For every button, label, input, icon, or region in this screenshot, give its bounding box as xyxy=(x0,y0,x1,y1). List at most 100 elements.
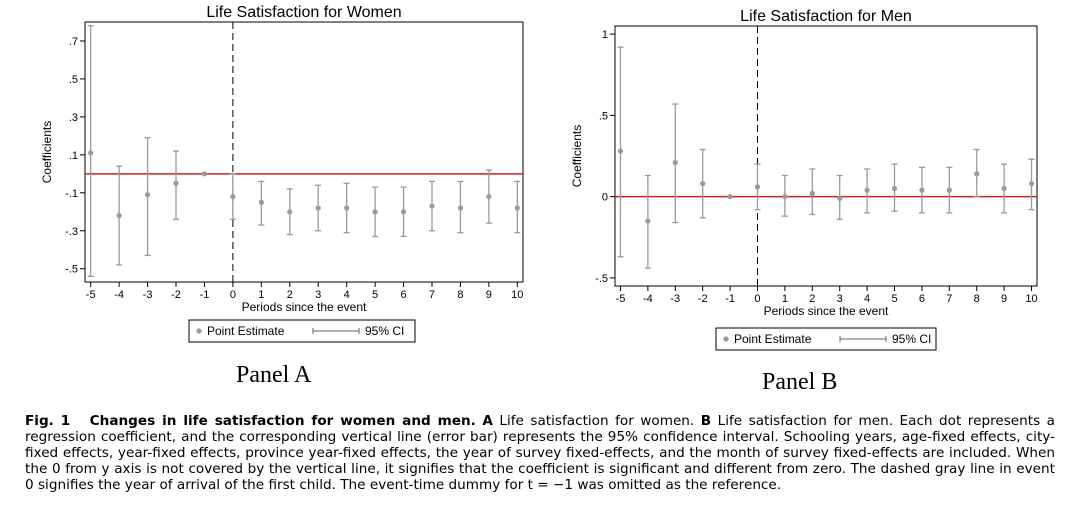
point-estimate xyxy=(429,203,435,209)
x-tick-label: -2 xyxy=(171,289,181,301)
x-tick-label: 3 xyxy=(315,289,321,301)
y-axis-label: Coefficients xyxy=(570,125,584,187)
x-tick-label: 7 xyxy=(946,293,952,305)
point-estimate xyxy=(230,193,236,200)
legend-ci-label: 95% CI xyxy=(892,332,931,346)
panel-a-chart: Life Satisfaction for Women .7 .5 .3 .1 -.1 -.… xyxy=(0,0,533,400)
y-tick-label: .3 xyxy=(69,112,78,124)
x-tick-label: 10 xyxy=(1025,293,1037,305)
figure-caption: Fig. 1 Changes in life satisfaction for … xyxy=(25,413,1055,493)
x-tick-label: 6 xyxy=(400,289,406,301)
point-estimate xyxy=(727,194,733,200)
legend-point-marker xyxy=(723,336,729,342)
x-tick-label: 1 xyxy=(782,293,788,305)
part-b-label: B xyxy=(700,413,712,429)
x-tick-label: -3 xyxy=(143,289,153,301)
plot-frame xyxy=(84,21,524,283)
part-a-text: Life satisfaction for women. xyxy=(499,413,695,429)
x-tick-label: -1 xyxy=(725,293,735,305)
x-tick-label: 0 xyxy=(230,289,236,301)
x-tick-label: 0 xyxy=(754,293,760,305)
figure-title: Changes in life satisfaction for women a… xyxy=(89,413,476,429)
point-estimate xyxy=(809,190,815,196)
point-estimate xyxy=(372,209,378,215)
x-tick-label: 5 xyxy=(891,293,897,305)
point-estimate xyxy=(974,171,980,177)
x-tick-label: -4 xyxy=(643,293,653,305)
point-estimate xyxy=(116,212,122,219)
x-tick-label: -4 xyxy=(114,289,124,301)
x-tick-label: 6 xyxy=(919,293,925,305)
part-b-text: Life satisfaction for men. Each dot repr… xyxy=(25,413,1056,493)
legend-point-marker xyxy=(196,328,202,334)
x-tick-label: -5 xyxy=(86,289,96,301)
x-tick-label: 8 xyxy=(974,293,980,305)
y-tick-label: -.5 xyxy=(65,264,78,276)
x-tick-label: 9 xyxy=(486,289,492,301)
x-axis-label: Periods since the event xyxy=(764,304,889,318)
y-tick-label: -.1 xyxy=(65,188,78,200)
point-estimate xyxy=(457,205,464,211)
x-tick-label: 9 xyxy=(1001,293,1007,305)
x-tick-label: 2 xyxy=(809,293,815,305)
panel-a-caption: Panel A xyxy=(236,362,312,388)
point-estimate xyxy=(946,187,952,193)
x-tick-label: 4 xyxy=(344,289,350,301)
point-estimate xyxy=(891,185,898,192)
y-tick-label: .7 xyxy=(69,36,78,48)
legend-ci-label: 95% CI xyxy=(365,324,404,338)
panel-b-chart: Life Satisfaction for Men 1 .5 0 -.5 -5 -4 -3 -2… xyxy=(533,0,1066,405)
figure-label: Fig. 1 xyxy=(25,413,71,429)
point-estimate xyxy=(837,195,843,201)
legend-box xyxy=(188,319,416,343)
x-axis-label: Periods since the event xyxy=(242,300,367,314)
y-tick-label: .5 xyxy=(599,110,608,122)
point-estimate xyxy=(486,193,492,200)
point-estimate xyxy=(919,187,925,193)
x-tick-label: 4 xyxy=(864,293,870,305)
y-tick-label: .1 xyxy=(69,150,78,162)
point-estimate xyxy=(782,194,788,200)
point-estimate xyxy=(700,181,706,187)
x-tick-label: 8 xyxy=(457,289,463,301)
y-tick-label: .5 xyxy=(69,74,78,86)
y-tick-label: -.5 xyxy=(595,273,608,285)
point-estimate xyxy=(287,209,293,215)
point-estimate xyxy=(514,205,520,211)
point-estimate xyxy=(1001,185,1007,192)
panel-b-caption: Panel B xyxy=(762,369,838,395)
x-tick-label: 7 xyxy=(429,289,435,301)
legend-box xyxy=(715,327,937,351)
point-estimate xyxy=(400,209,407,215)
point-estimate xyxy=(672,159,678,166)
point-estimate xyxy=(144,192,151,198)
legend-point-label: Point Estimate xyxy=(207,324,285,338)
point-estimate xyxy=(201,171,208,177)
x-tick-label: -1 xyxy=(200,289,210,301)
y-tick-label: -.3 xyxy=(65,226,78,238)
x-tick-label: -5 xyxy=(616,293,626,305)
point-estimate xyxy=(344,205,350,211)
point-estimate xyxy=(315,205,321,211)
y-tick-label: 0 xyxy=(602,192,608,204)
plot-frame xyxy=(614,25,1038,287)
point-estimate xyxy=(617,148,624,154)
legend-point-label: Point Estimate xyxy=(734,332,812,346)
y-tick-label: 1 xyxy=(602,29,608,41)
point-estimate xyxy=(173,180,179,186)
point-estimate xyxy=(88,150,94,156)
part-a-label: A xyxy=(482,413,493,429)
chart-title: Life Satisfaction for Women xyxy=(206,4,401,21)
x-tick-label: 1 xyxy=(258,289,264,301)
x-tick-label: 3 xyxy=(837,293,843,305)
x-tick-label: -3 xyxy=(670,293,680,305)
point-estimate xyxy=(258,199,264,205)
point-estimate xyxy=(1028,181,1035,187)
x-tick-label: 2 xyxy=(287,289,293,301)
y-axis-label: Coefficients xyxy=(40,121,54,183)
chart-title: Life Satisfaction for Men xyxy=(740,8,912,25)
men-chart-svg: Life Satisfaction for Men 1 .5 0 -.5 -5 -4 -3 -2… xyxy=(570,8,1038,351)
x-tick-label: 5 xyxy=(372,289,378,301)
women-chart-svg: Life Satisfaction for Women .7 .5 .3 .1 -.1 -.… xyxy=(40,4,524,343)
point-estimate xyxy=(754,184,761,190)
